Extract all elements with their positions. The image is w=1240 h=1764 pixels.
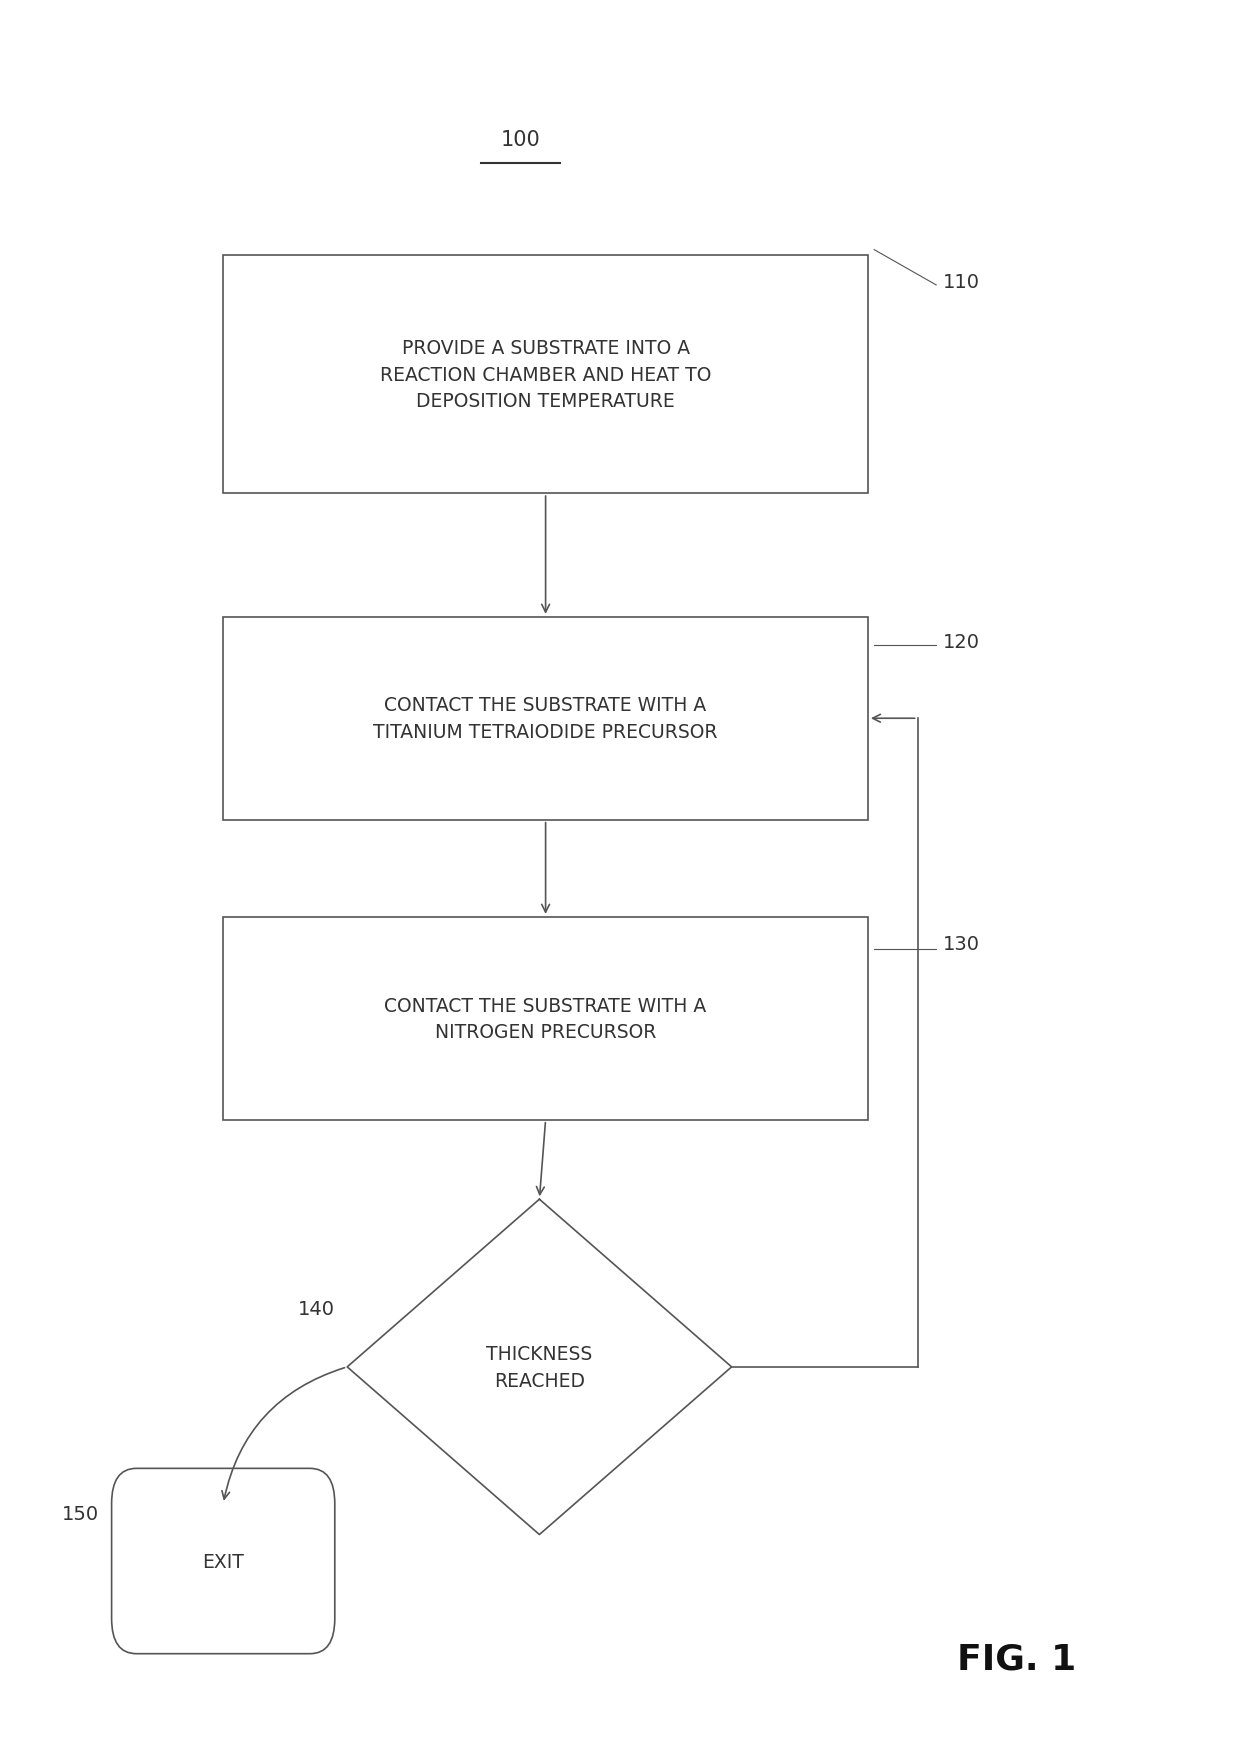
Text: 100: 100 (501, 131, 541, 150)
Text: 110: 110 (942, 273, 980, 291)
FancyBboxPatch shape (112, 1468, 335, 1655)
Text: THICKNESS
REACHED: THICKNESS REACHED (486, 1344, 593, 1390)
Text: CONTACT THE SUBSTRATE WITH A
TITANIUM TETRAIODIDE PRECURSOR: CONTACT THE SUBSTRATE WITH A TITANIUM TE… (373, 697, 718, 741)
Text: FIG. 1: FIG. 1 (957, 1641, 1076, 1676)
Text: PROVIDE A SUBSTRATE INTO A
REACTION CHAMBER AND HEAT TO
DEPOSITION TEMPERATURE: PROVIDE A SUBSTRATE INTO A REACTION CHAM… (379, 339, 712, 411)
Text: EXIT: EXIT (202, 1552, 244, 1570)
Text: 150: 150 (62, 1505, 99, 1522)
FancyBboxPatch shape (223, 256, 868, 494)
Text: 120: 120 (942, 633, 980, 651)
FancyBboxPatch shape (223, 617, 868, 820)
Text: 130: 130 (942, 935, 980, 953)
Text: CONTACT THE SUBSTRATE WITH A
NITROGEN PRECURSOR: CONTACT THE SUBSTRATE WITH A NITROGEN PR… (384, 997, 707, 1041)
Text: 140: 140 (298, 1300, 335, 1318)
FancyBboxPatch shape (223, 917, 868, 1120)
